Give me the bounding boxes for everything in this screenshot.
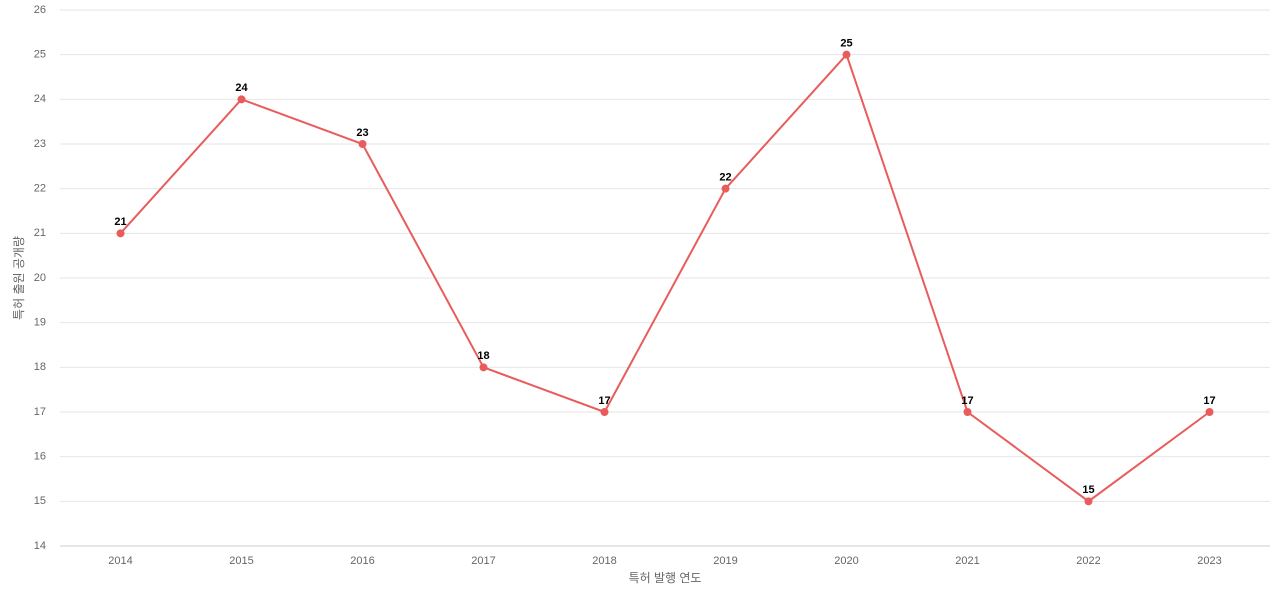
- y-tick-label: 23: [34, 138, 46, 150]
- value-label: 21: [114, 216, 126, 228]
- value-label: 18: [477, 350, 489, 362]
- point: [1084, 497, 1093, 506]
- x-axis-title: 특허 발행 연도: [629, 570, 702, 585]
- x-tick-label: 2016: [350, 555, 374, 567]
- y-tick-label: 19: [34, 317, 46, 329]
- x-tick-label: 2014: [108, 555, 132, 567]
- value-label: 23: [356, 127, 368, 139]
- value-label: 17: [598, 395, 610, 407]
- value-label: 17: [1203, 395, 1215, 407]
- x-tick-label: 2022: [1076, 555, 1100, 567]
- point: [600, 408, 609, 416]
- point: [479, 363, 488, 372]
- y-tick-label: 24: [34, 93, 46, 105]
- point: [842, 50, 851, 59]
- y-tick-label: 15: [34, 495, 46, 507]
- x-tick-label: 2021: [955, 555, 979, 567]
- point: [358, 140, 367, 148]
- x-tick-label: 2018: [592, 555, 616, 567]
- y-tick-label: 18: [34, 361, 46, 373]
- point: [1205, 408, 1214, 416]
- y-tick-label: 26: [34, 4, 46, 16]
- value-label: 22: [719, 172, 731, 184]
- y-tick-label: 22: [34, 183, 46, 195]
- x-tick-label: 2015: [229, 555, 253, 567]
- value-label: 17: [961, 395, 973, 407]
- point: [721, 184, 730, 193]
- point: [116, 229, 125, 238]
- x-tick-label: 2017: [471, 555, 495, 567]
- value-label: 15: [1082, 484, 1094, 496]
- x-tick-label: 2023: [1197, 555, 1221, 567]
- x-tick-label: 2019: [713, 555, 737, 567]
- y-tick-label: 25: [34, 49, 46, 61]
- point: [237, 95, 246, 104]
- point: [963, 408, 972, 416]
- line: [119, 52, 1211, 503]
- y-tick-label: 20: [34, 272, 46, 284]
- y-tick-label: 16: [34, 451, 46, 463]
- y-tick-label: 17: [34, 406, 46, 418]
- y-tick-label: 21: [34, 227, 46, 239]
- x-tick-label: 2020: [834, 555, 858, 567]
- y-tick-label: 14: [34, 540, 46, 552]
- y-axis-title: 특허 출원 공개량: [12, 236, 26, 320]
- value-label: 24: [235, 82, 248, 94]
- value-label: 25: [840, 38, 852, 50]
